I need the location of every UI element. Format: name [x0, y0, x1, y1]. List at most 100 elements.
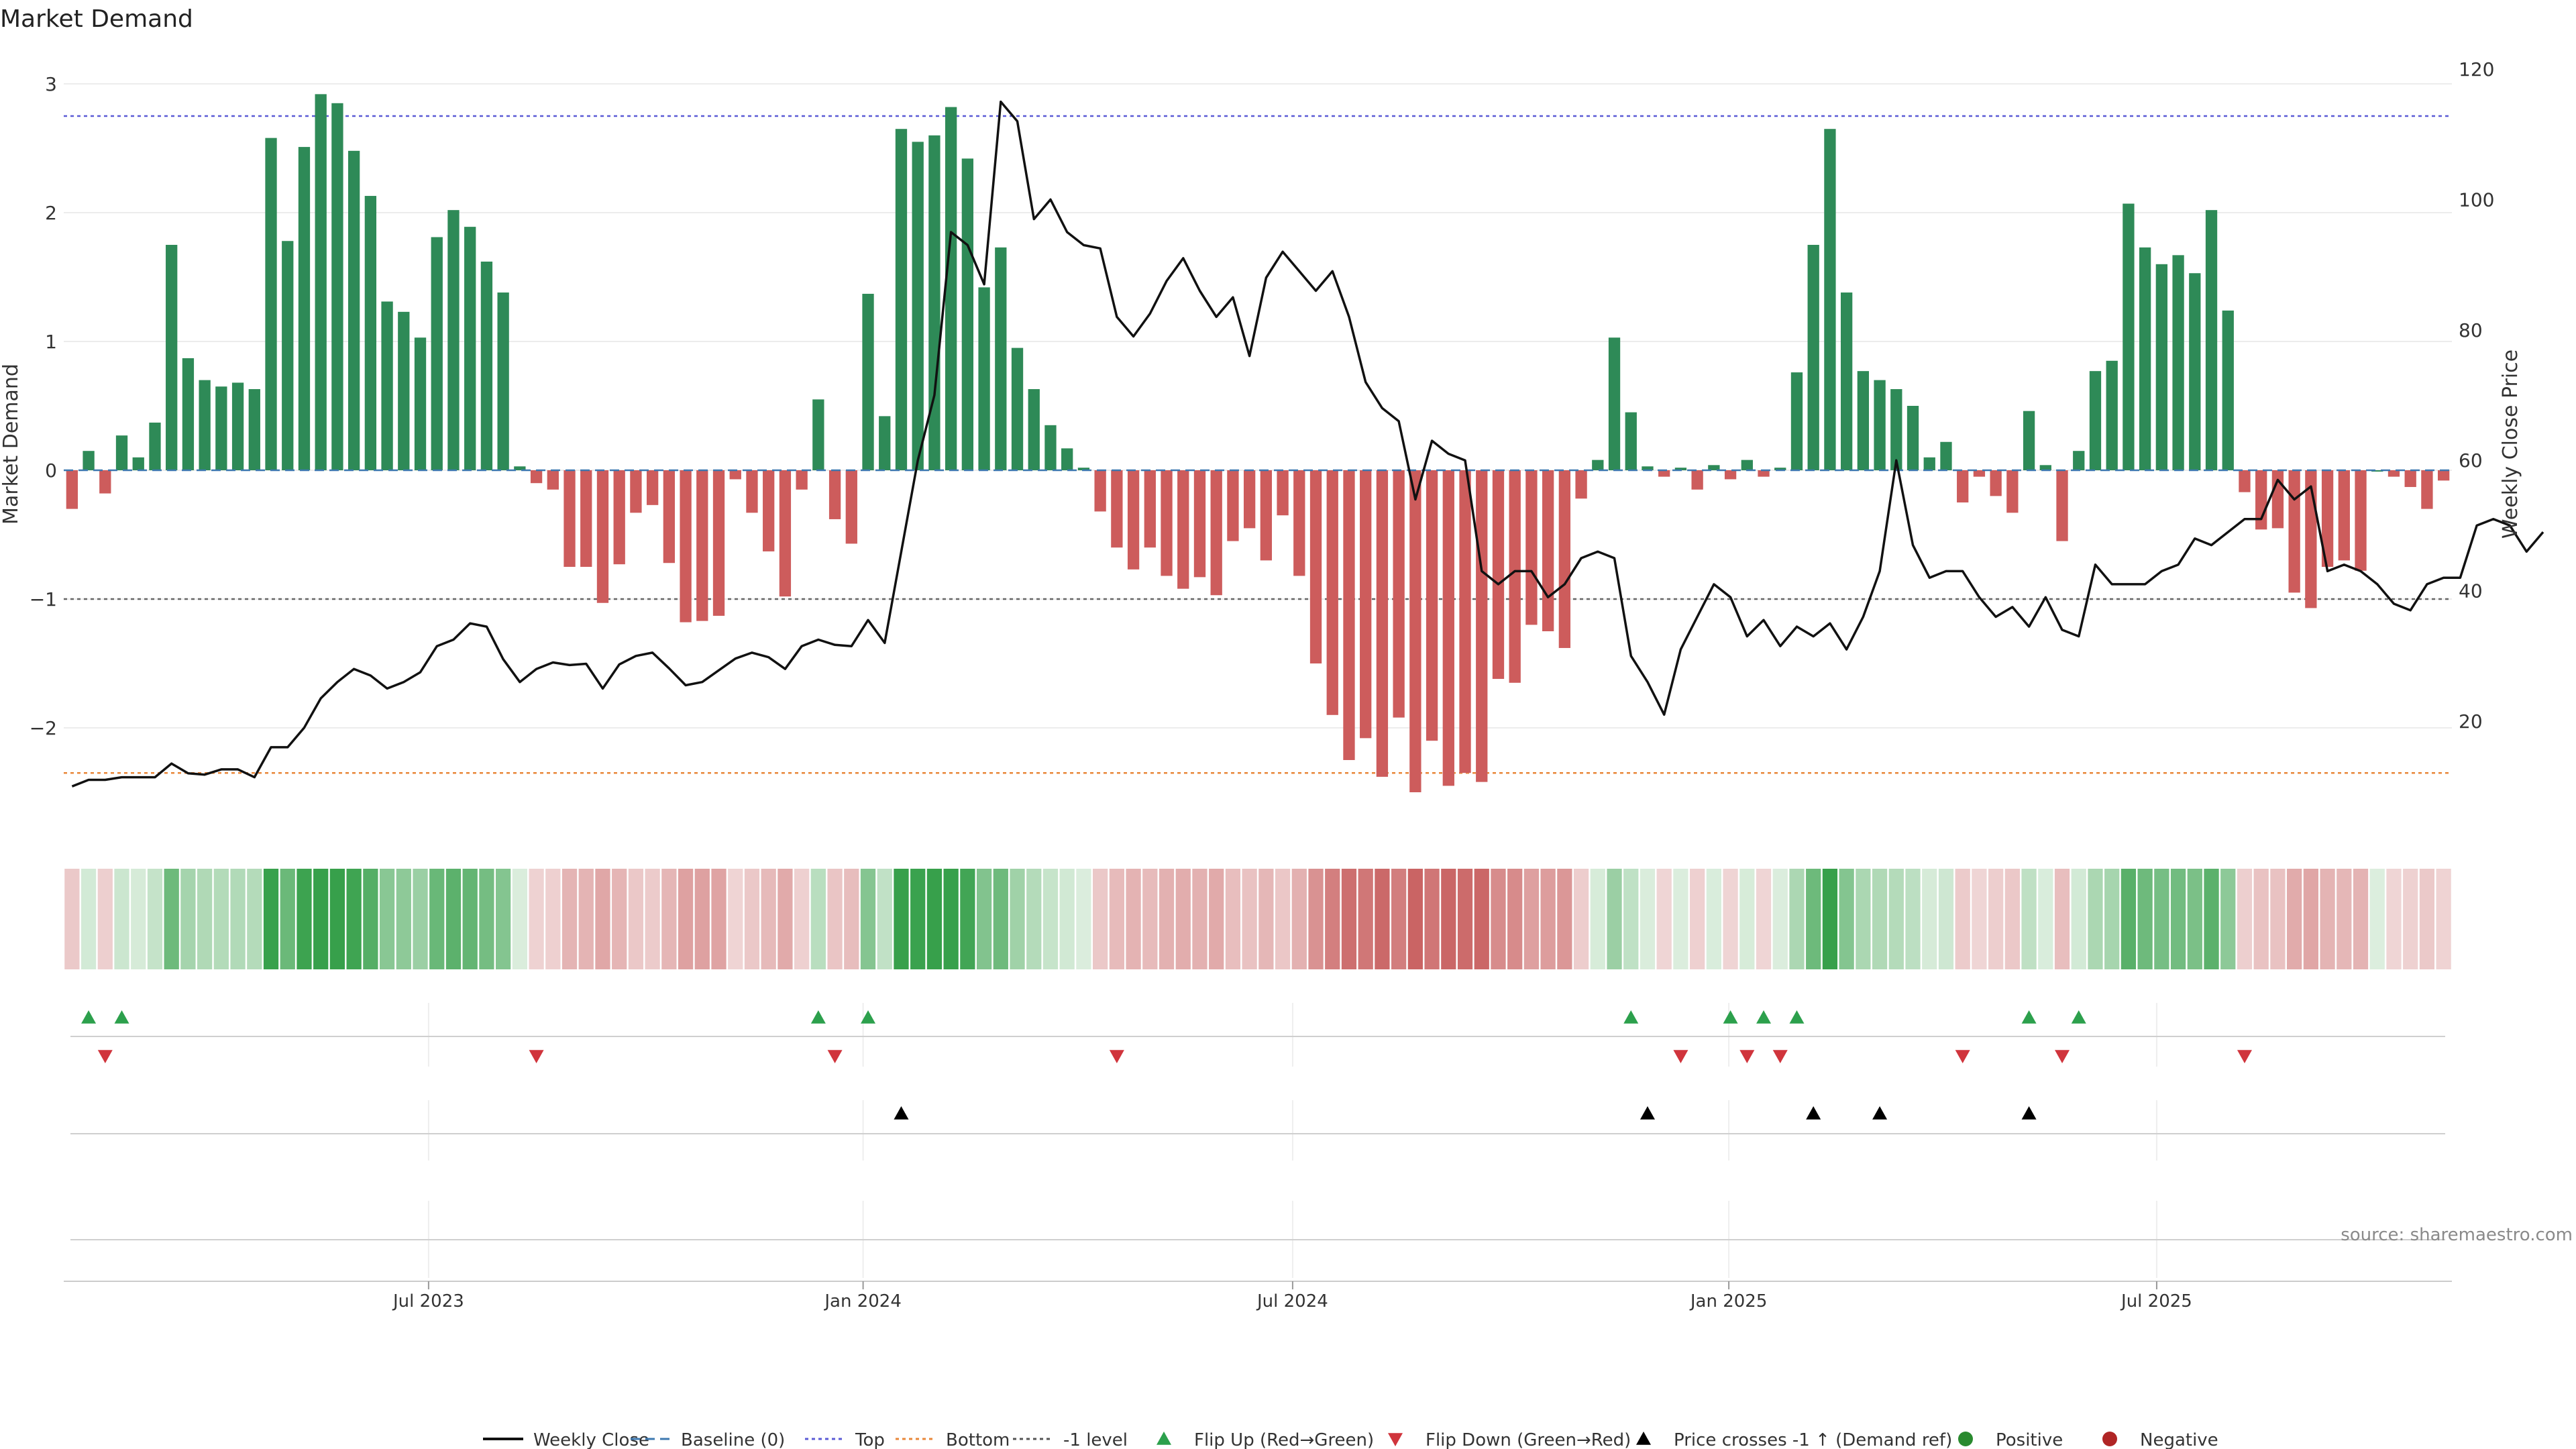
heat-cell	[1308, 869, 1324, 969]
legend-label: Negative	[2140, 1430, 2218, 1449]
heat-cell	[2071, 869, 2086, 969]
demand-bar	[1857, 371, 1870, 470]
price-cross-marker	[2021, 1106, 2037, 1120]
demand-bar	[2023, 411, 2035, 470]
heat-cell	[1540, 869, 1556, 969]
demand-bars	[64, 94, 2452, 792]
heat-cell	[628, 869, 644, 969]
demand-bar	[978, 287, 990, 470]
demand-bar	[1127, 470, 1140, 570]
demand-bar	[895, 129, 908, 470]
y2-tick-label: 80	[2459, 319, 2483, 341]
heat-cell	[2419, 869, 2435, 969]
y-axis-right: 120 100 80 60 40 20	[2459, 58, 2494, 733]
demand-bar	[1923, 457, 1935, 470]
heat-cell	[1656, 869, 1672, 969]
heat-cell	[2137, 869, 2153, 969]
heat-cell	[413, 869, 428, 969]
legend-item: -1 level	[1013, 1430, 1128, 1449]
heat-cell	[346, 869, 362, 969]
demand-bar	[547, 470, 559, 490]
demand-bar	[828, 470, 841, 519]
heat-cell	[1706, 869, 1721, 969]
heat-cell	[2353, 869, 2369, 969]
demand-bar	[132, 457, 144, 470]
demand-bar	[265, 138, 277, 470]
demand-bar	[712, 470, 725, 616]
heat-cell	[1126, 869, 1141, 969]
heat-cell	[777, 869, 793, 969]
heat-cell	[180, 869, 196, 969]
heat-cell	[114, 869, 129, 969]
heat-cell	[2287, 869, 2302, 969]
empty-panel	[70, 1201, 2445, 1278]
heat-cell	[1192, 869, 1208, 969]
heat-cell	[97, 869, 113, 969]
heat-cell	[1407, 869, 1423, 969]
demand-bar	[2123, 203, 2135, 470]
demand-bar	[1409, 470, 1421, 792]
heat-cell	[1922, 869, 1937, 969]
demand-bar	[1442, 470, 1454, 786]
x-tick-label: Jul 2025	[2120, 1291, 2192, 1311]
demand-bar	[945, 107, 957, 470]
demand-bar	[564, 470, 576, 567]
demand-bar	[746, 470, 758, 513]
demand-bar	[1227, 470, 1239, 541]
heat-cell	[943, 869, 959, 969]
legend-swatch-negative	[2102, 1432, 2117, 1446]
legend-label: Flip Up (Red→Green)	[1194, 1430, 1374, 1449]
demand-bar	[166, 245, 178, 470]
demand-bar	[646, 470, 659, 505]
heat-cell	[1209, 869, 1224, 969]
heat-cell	[2021, 869, 2037, 969]
y2-tick-label: 20	[2459, 710, 2483, 733]
heat-cell	[810, 869, 826, 969]
flip-down-marker	[1673, 1050, 1688, 1063]
heat-cell	[363, 869, 378, 969]
demand-bar	[1907, 406, 1919, 470]
y-tick-label: 2	[45, 202, 57, 224]
flip-down-marker	[1772, 1050, 1788, 1063]
heat-cell	[2088, 869, 2103, 969]
demand-bar	[1509, 470, 1521, 683]
demand-bar	[2155, 264, 2168, 470]
heat-cell	[860, 869, 876, 969]
demand-bar	[1044, 425, 1057, 470]
y-axis-label: Market Demand	[0, 364, 23, 525]
demand-bar	[2189, 273, 2201, 470]
demand-bar	[1890, 389, 1902, 470]
demand-bar	[315, 94, 327, 471]
demand-bar	[1277, 470, 1289, 516]
legend-item: Baseline (0)	[631, 1430, 785, 1449]
heat-cell	[1491, 869, 1506, 969]
heat-cell	[661, 869, 677, 969]
heat-cell	[612, 869, 627, 969]
heat-cell	[313, 869, 329, 969]
heat-cell	[1739, 869, 1755, 969]
flip-up-marker	[2021, 1010, 2037, 1024]
demand-heat-strip	[64, 869, 2451, 969]
demand-bar	[995, 247, 1007, 470]
legend-label: Baseline (0)	[681, 1430, 785, 1449]
heat-cell	[1789, 869, 1805, 969]
heat-cell	[1772, 869, 1788, 969]
demand-bar	[596, 470, 609, 603]
heat-cell	[1988, 869, 2004, 969]
heat-cell	[263, 869, 279, 969]
heat-cell	[1291, 869, 1307, 969]
demand-bar	[182, 358, 195, 470]
heat-cell	[595, 869, 610, 969]
heat-cell	[561, 869, 578, 969]
demand-bar	[1077, 468, 1090, 470]
demand-bar	[1177, 470, 1189, 589]
demand-bar	[1575, 470, 1587, 499]
demand-bar	[1061, 448, 1073, 470]
demand-bar	[1144, 470, 1156, 548]
legend-item: Price crosses -1 ↑ (Demand ref)	[1636, 1430, 1952, 1449]
heat-cell	[694, 869, 710, 969]
demand-bar	[2239, 470, 2251, 492]
flip-up-marker	[1789, 1010, 1805, 1024]
heat-cell	[1888, 869, 1904, 969]
